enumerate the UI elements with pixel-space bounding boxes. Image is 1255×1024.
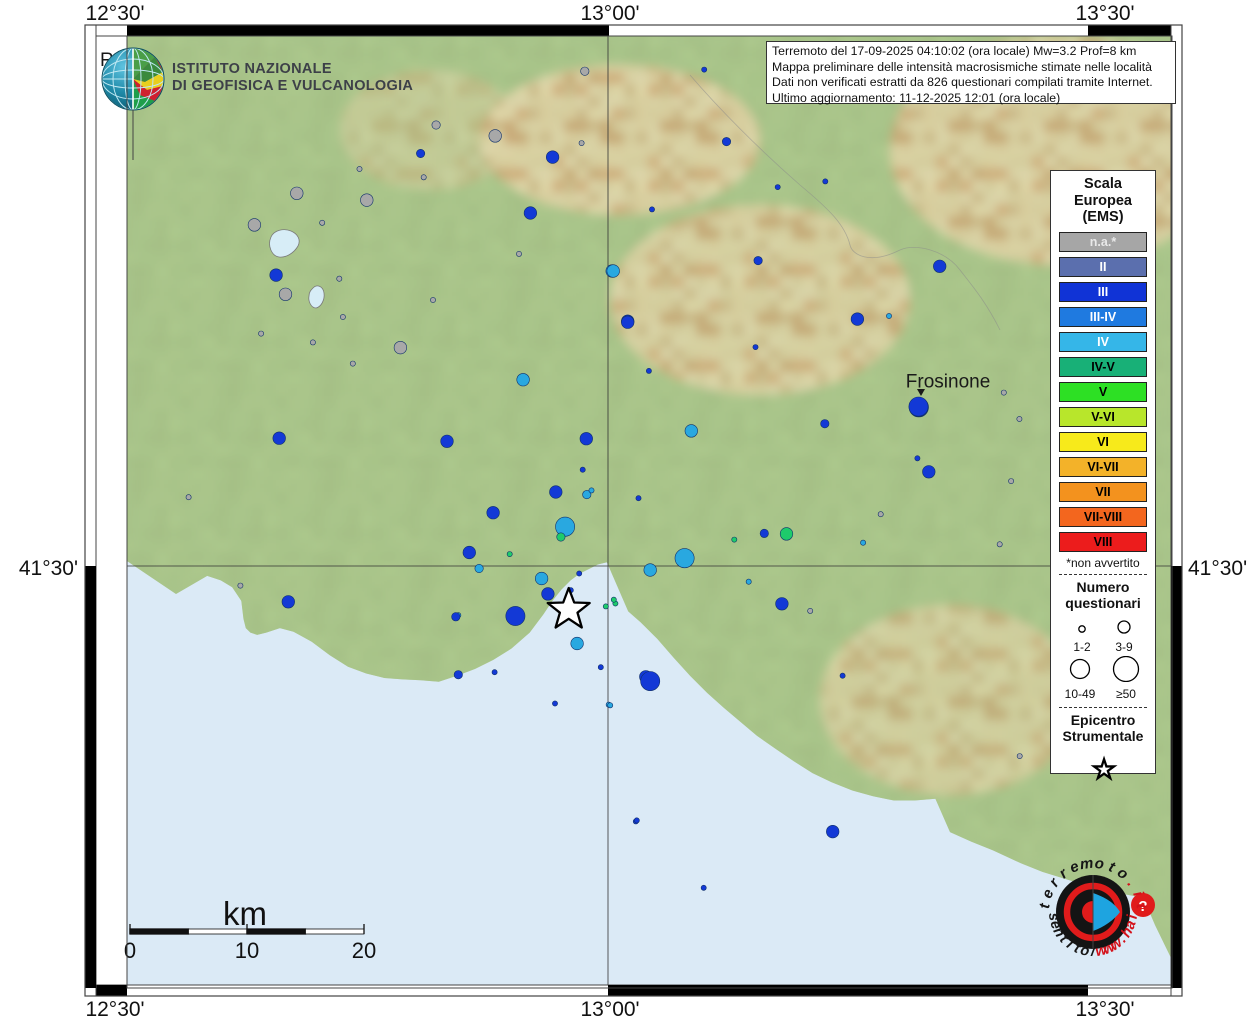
svg-text:0: 0 [124,938,136,963]
svg-text:ISTITUTO NAZIONALE: ISTITUTO NAZIONALE [172,61,332,77]
svg-text:20: 20 [352,938,376,963]
svg-text:km: km [223,895,267,932]
svg-text:10: 10 [235,938,259,963]
svg-text:★: ★ [1092,754,1116,784]
svg-text:m: m [1079,855,1094,874]
svg-text:DI GEOFISICA E VULCANOLOGIA: DI GEOFISICA E VULCANOLOGIA [172,78,413,94]
